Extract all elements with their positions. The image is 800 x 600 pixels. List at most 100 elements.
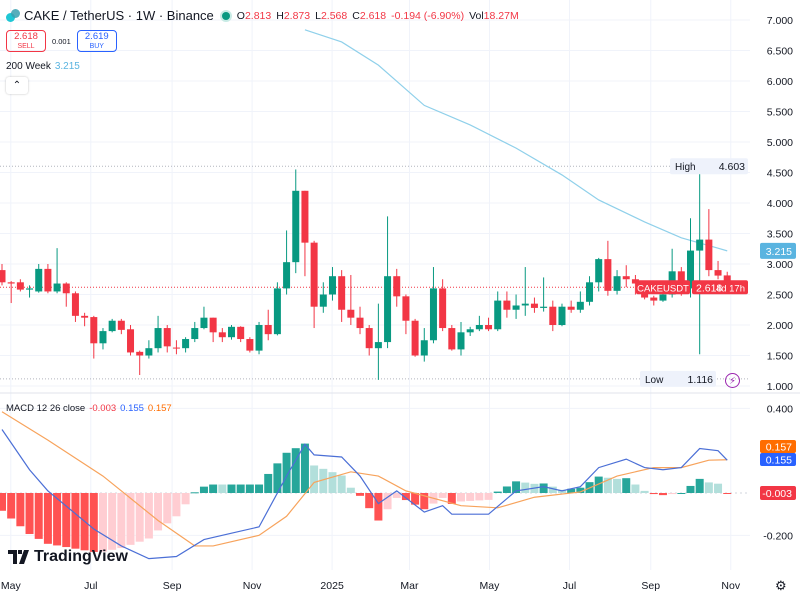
candle bbox=[44, 264, 52, 294]
macd-histogram-bar bbox=[576, 487, 585, 493]
candle-body bbox=[62, 283, 70, 294]
open-label: O bbox=[236, 9, 245, 22]
price-axis-label: 4.500 bbox=[767, 168, 793, 180]
candle-body bbox=[218, 332, 226, 338]
candle bbox=[494, 291, 502, 332]
macd-histogram-bar bbox=[218, 484, 227, 493]
collapse-legend-button[interactable]: ⌃ bbox=[6, 77, 28, 94]
candle bbox=[558, 303, 566, 327]
macd-histogram-bar bbox=[704, 482, 713, 493]
price-axis-label: 2.500 bbox=[767, 290, 793, 302]
candle-body bbox=[549, 306, 557, 325]
macd-histogram-bar bbox=[108, 493, 117, 550]
candle bbox=[90, 315, 98, 359]
candle-body bbox=[558, 306, 566, 325]
macd-histogram-bar bbox=[264, 473, 273, 493]
ma-legend[interactable]: 200 Week 3.215 bbox=[6, 61, 80, 72]
candle bbox=[117, 318, 125, 335]
candle bbox=[512, 294, 520, 319]
macd-histogram-bar bbox=[521, 482, 530, 493]
buy-button[interactable]: 2.619 BUY bbox=[76, 30, 117, 52]
macd-histogram-bar bbox=[631, 484, 640, 493]
macd-badge: 0.155 bbox=[760, 453, 796, 467]
low-value: 1.116 bbox=[688, 374, 714, 386]
macd-histogram-bar bbox=[7, 493, 16, 519]
candle bbox=[228, 325, 235, 340]
candle-body bbox=[255, 325, 263, 351]
candle bbox=[411, 318, 419, 357]
candle bbox=[319, 282, 327, 313]
candle bbox=[71, 291, 79, 322]
candle-body bbox=[0, 270, 6, 283]
sell-button[interactable]: 2.618 SELL bbox=[6, 30, 46, 52]
candle bbox=[466, 326, 474, 336]
time-axis-label: May bbox=[480, 580, 501, 592]
macd-legend-label: MACD 12 26 close bbox=[6, 403, 86, 414]
sell-label: SELL bbox=[17, 43, 35, 50]
candle-body bbox=[338, 276, 346, 310]
candle bbox=[705, 209, 713, 277]
candle bbox=[420, 328, 428, 362]
price-axis-label: 6.500 bbox=[767, 46, 793, 58]
lightning-icon[interactable]: ⚡︎ bbox=[725, 373, 740, 388]
candle-body bbox=[356, 317, 364, 329]
settings-gear-icon[interactable]: ⚙ bbox=[775, 578, 787, 593]
candle-body bbox=[512, 305, 520, 310]
high-label: High bbox=[675, 162, 696, 173]
candle-body bbox=[485, 325, 493, 330]
last-price-text: 2.618 bbox=[696, 282, 722, 294]
low-value: 2.568 bbox=[320, 9, 348, 22]
macd-value: 0.155 bbox=[120, 403, 144, 414]
tradingview-logo-icon bbox=[8, 550, 29, 564]
candle bbox=[292, 169, 300, 274]
candle bbox=[521, 267, 529, 316]
close-value: 2.618 bbox=[359, 9, 387, 22]
macd-histogram-bar bbox=[649, 493, 658, 495]
candle-body bbox=[448, 328, 456, 350]
macd-histogram-bar bbox=[43, 493, 52, 544]
macd-histogram-bar bbox=[273, 463, 282, 493]
candle-body bbox=[457, 332, 465, 350]
candle bbox=[365, 325, 373, 356]
macd-histogram-bar bbox=[181, 493, 190, 505]
candle bbox=[62, 282, 70, 307]
candle bbox=[338, 270, 346, 322]
tradingview-logo[interactable]: TradingView bbox=[8, 548, 128, 566]
chevron-up-icon: ⌃ bbox=[12, 80, 22, 91]
candle-body bbox=[384, 276, 392, 343]
high-label-bg bbox=[670, 158, 748, 175]
macd-histogram-bar bbox=[411, 493, 420, 505]
macd-histogram-bar bbox=[310, 465, 319, 493]
macd-histogram-bar bbox=[126, 493, 135, 545]
volume-label: Vol bbox=[469, 9, 484, 22]
candle bbox=[503, 291, 511, 318]
macd-histogram-bar bbox=[438, 493, 447, 498]
time-axis-label: Sep bbox=[163, 580, 182, 592]
candle bbox=[301, 190, 309, 277]
macd-histogram-bar bbox=[135, 493, 144, 542]
macd-histogram-bar bbox=[190, 492, 199, 494]
symbol-title[interactable]: CAKE / TetherUS · 1W · Binance bbox=[24, 8, 214, 23]
candle-body bbox=[530, 303, 538, 308]
candle bbox=[26, 285, 34, 298]
macd-legend[interactable]: MACD 12 26 close -0.003 0.155 0.157 bbox=[6, 403, 172, 414]
macd-line bbox=[1, 429, 728, 560]
high-label: H bbox=[276, 9, 284, 22]
macd-histogram-bar bbox=[539, 483, 548, 493]
macd-histogram-bar bbox=[420, 493, 429, 510]
candle-body bbox=[393, 276, 401, 297]
candle-body bbox=[328, 276, 336, 295]
candle-body bbox=[16, 282, 24, 290]
candle bbox=[218, 328, 226, 343]
candle bbox=[631, 274, 639, 295]
symbol-badge-text: CAKEUSDT bbox=[637, 283, 689, 294]
macd-histogram-bar bbox=[356, 493, 365, 496]
change-value: -0.194 (-6.90%) bbox=[391, 9, 465, 22]
price-axis-label: 5.500 bbox=[767, 107, 793, 119]
candle bbox=[475, 315, 483, 332]
macd-badge-text: 0.155 bbox=[766, 455, 792, 467]
macd-histogram-bar bbox=[447, 493, 456, 504]
macd-histogram-bar bbox=[594, 476, 603, 493]
candle bbox=[283, 230, 291, 295]
